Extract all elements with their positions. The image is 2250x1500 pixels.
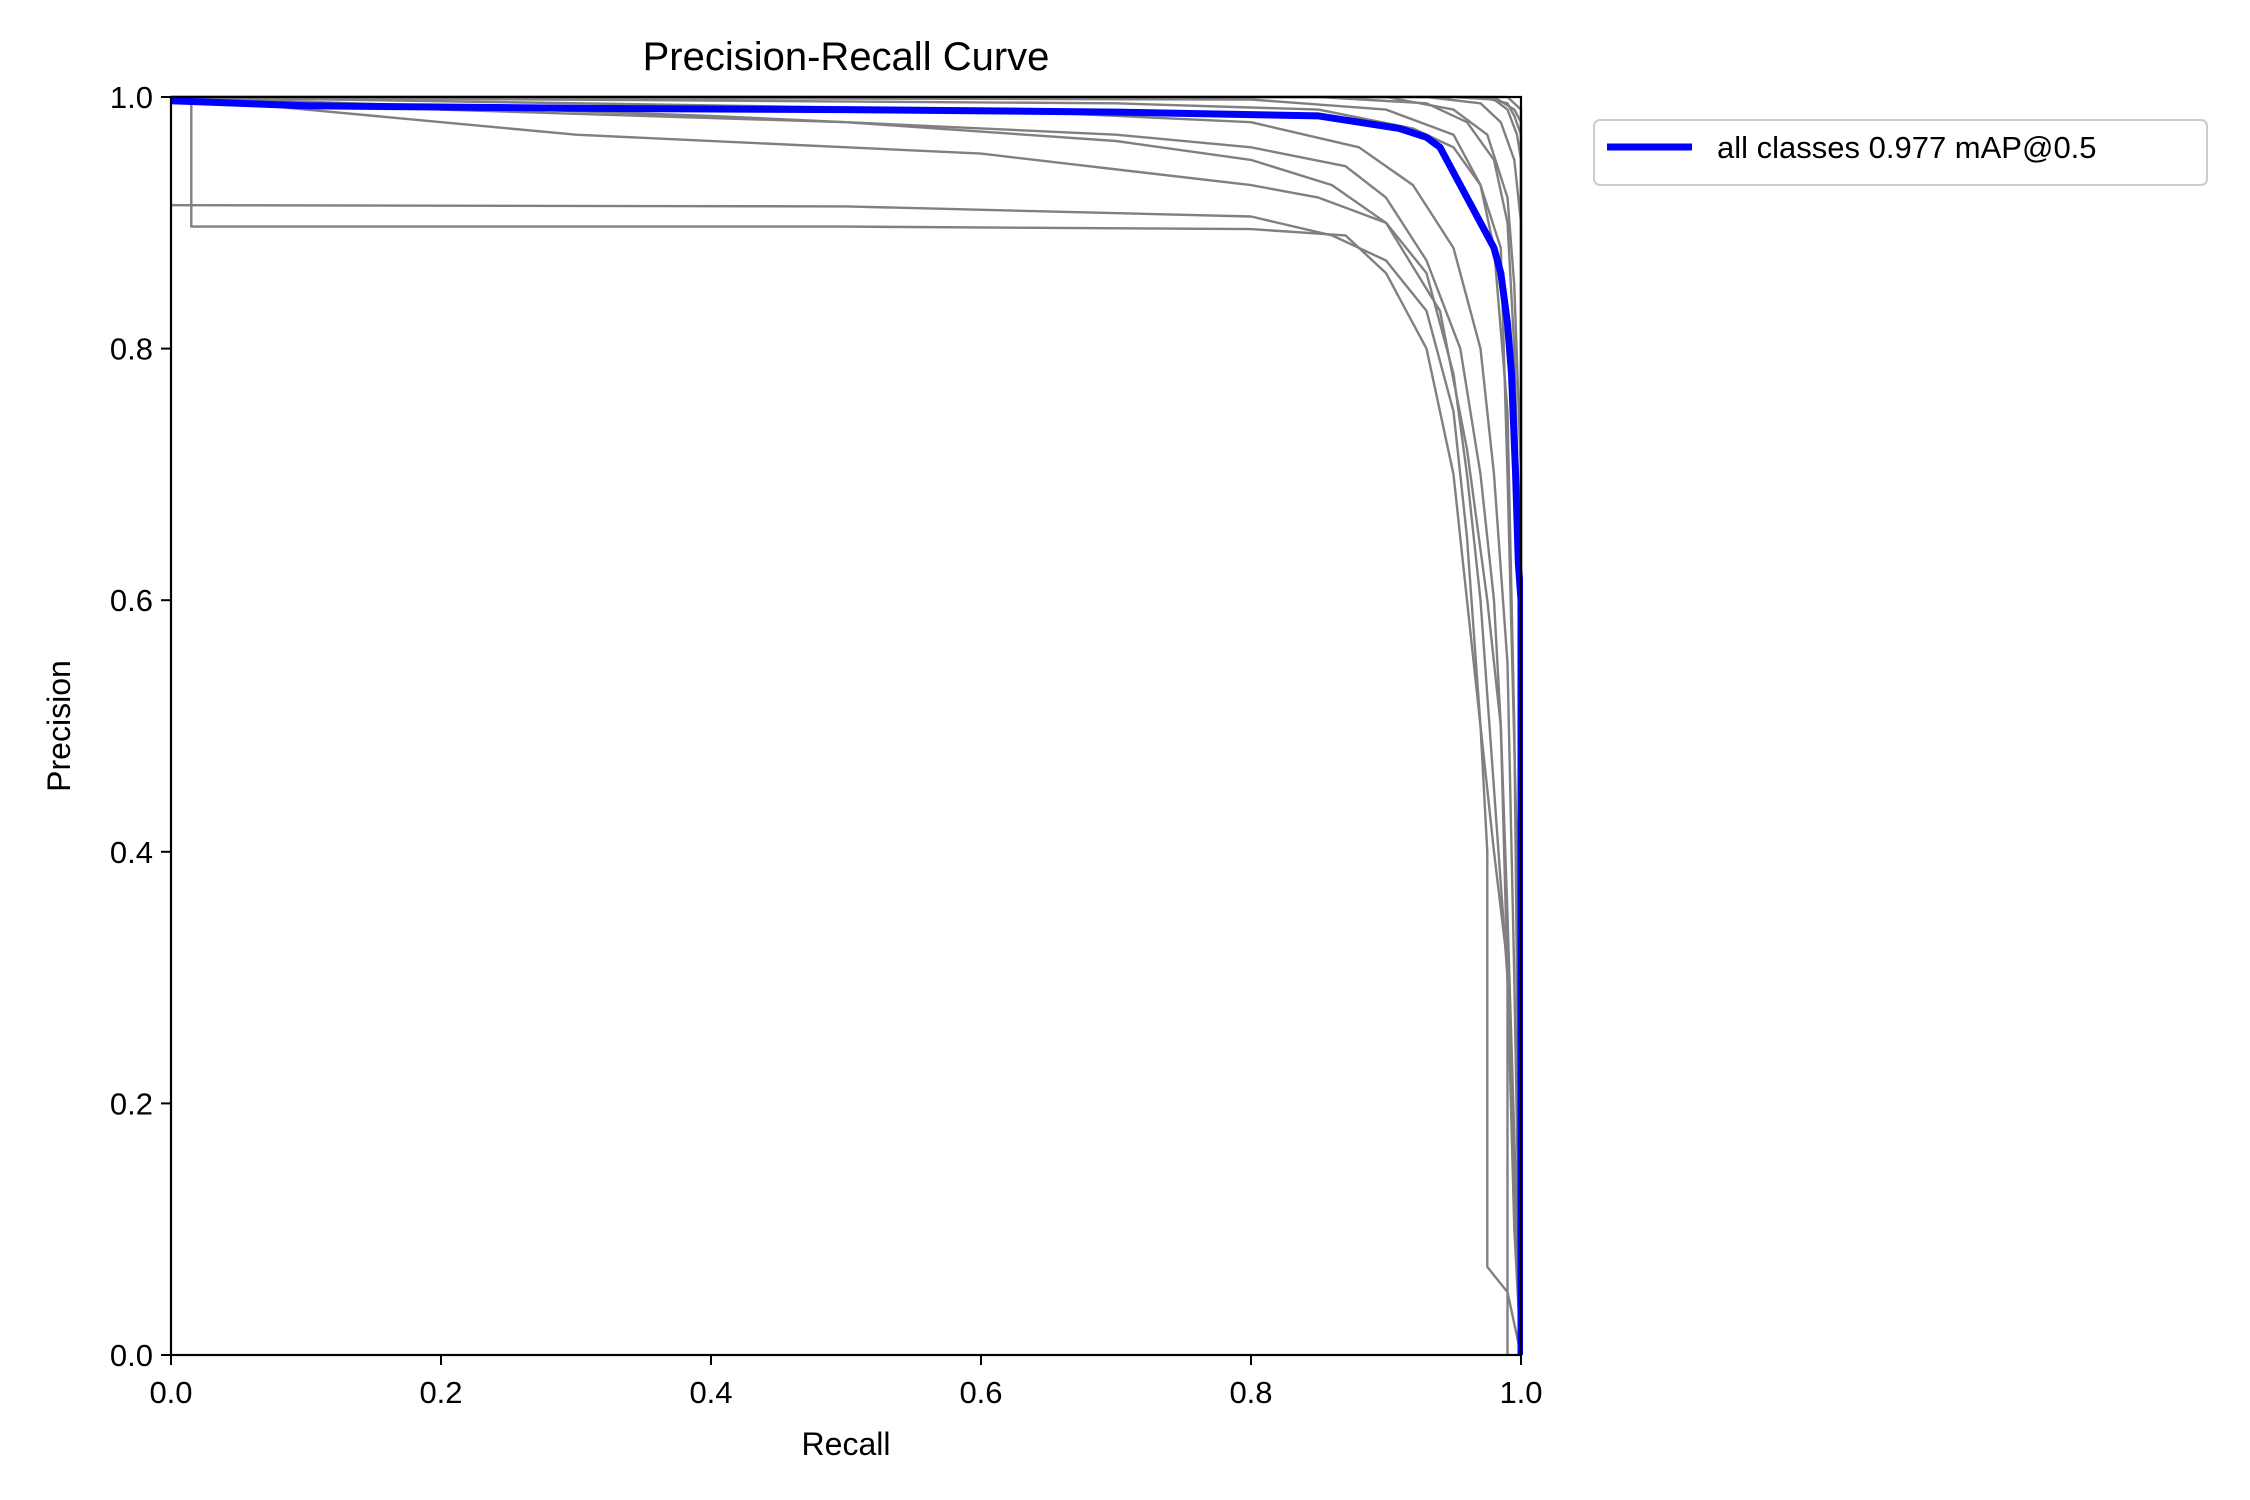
x-axis: 0.0 0.2 0.4 0.6 0.8 1.0	[149, 1355, 1543, 1410]
x-tick-label: 0.8	[1229, 1375, 1272, 1410]
series-line-class-5	[170, 95, 1523, 1356]
axes-frame	[169, 95, 1523, 1357]
x-tick-label: 0.0	[149, 1375, 192, 1410]
series-line-all-classes	[170, 97, 1523, 1355]
y-tick-label: 0.8	[110, 332, 153, 367]
series-line-class-6	[170, 95, 1523, 1356]
series-line-class-3	[170, 95, 1523, 1356]
y-tick-label: 0.0	[110, 1338, 153, 1373]
series-line-class-8	[170, 95, 1523, 1356]
legend-label-all-classes: all classes 0.977 mAP@0.5	[1717, 130, 2097, 165]
legend-box	[1593, 119, 2208, 186]
legend: all classes 0.977 mAP@0.5	[1593, 119, 2208, 186]
x-axis-label: Recall	[802, 1426, 891, 1462]
y-tick-label: 0.6	[110, 583, 153, 618]
series-line-class-1	[171, 95, 1509, 1355]
x-tick-label: 0.4	[689, 1375, 732, 1410]
x-tick-label: 0.6	[959, 1375, 1002, 1410]
y-tick-label: 1.0	[110, 80, 153, 115]
y-tick-label: 0.4	[110, 835, 153, 870]
chart-title: Precision-Recall Curve	[643, 35, 1050, 79]
series-line-class-2	[170, 203, 1523, 1356]
y-tick-label: 0.2	[110, 1086, 153, 1121]
x-tick-label: 1.0	[1499, 1375, 1542, 1410]
y-axis-label: Precision	[41, 660, 77, 792]
x-tick-label: 0.2	[419, 1375, 462, 1410]
y-axis: 0.0 0.2 0.4 0.6 0.8 1.0	[110, 80, 171, 1373]
